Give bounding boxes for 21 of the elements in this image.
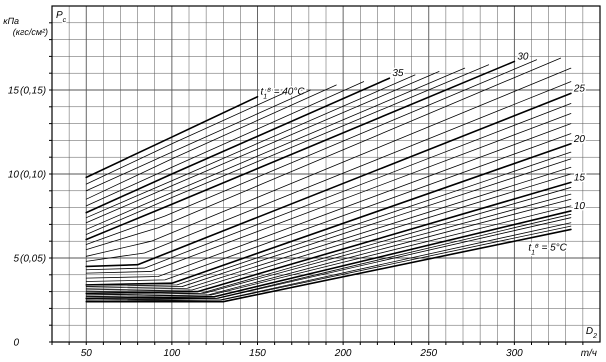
y2-tick-label: (0,10) (20, 170, 46, 180)
annotation: P$_{c}$ (56, 10, 67, 24)
x-tick-label: 50 (80, 348, 92, 359)
x-tick-label: 200 (334, 348, 352, 359)
y2-tick-label: (0,15) (20, 86, 46, 96)
y-tick-label: 5 (13, 254, 20, 264)
series-label: 20 (572, 134, 586, 145)
series-label: 15 (574, 172, 586, 184)
x-tick-label: 300 (506, 348, 524, 359)
y-tick-label: 0 (13, 338, 20, 348)
x-tick-label: 150 (249, 348, 266, 359)
y2-tick-label: (0,05) (20, 254, 46, 264)
y2-axis-title: (кгс/см²) (12, 27, 48, 37)
y-tick-label: 15 (8, 86, 20, 96)
y-tick-label: 10 (8, 170, 20, 180)
x-tick-label: 100 (164, 348, 181, 359)
series-label: 10 (574, 200, 586, 212)
y-axis-title: кПа (3, 16, 19, 26)
text: D$_{2}$ т/ч (580, 326, 597, 359)
x-tick-label: 250 (419, 348, 438, 359)
series-label: 30 (517, 51, 529, 62)
